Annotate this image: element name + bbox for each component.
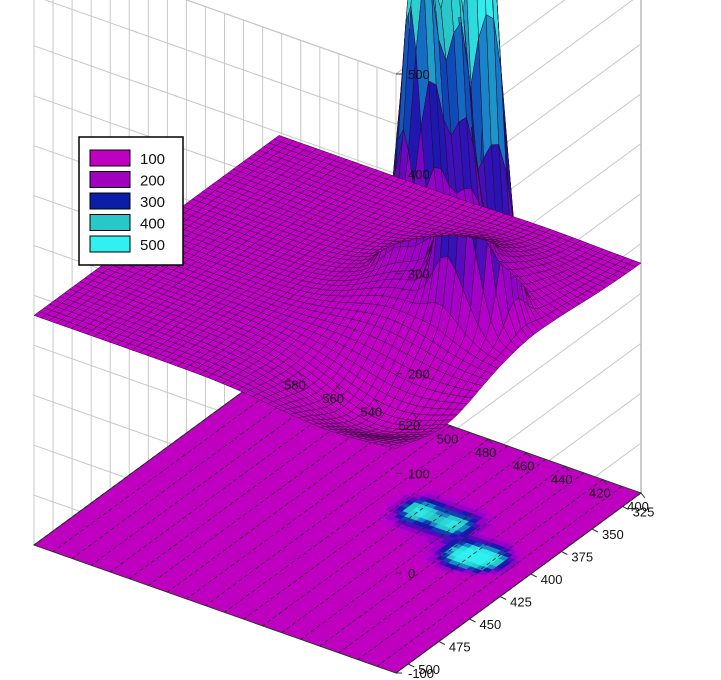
x-tick-mark — [526, 452, 532, 458]
x-tick-label: 500 — [437, 432, 459, 447]
y-tick-label: 350 — [602, 527, 624, 542]
x-tick-label: 400 — [627, 499, 649, 514]
y-tick-mark — [622, 506, 629, 510]
floor-cell — [405, 491, 418, 498]
y-tick-mark — [499, 596, 507, 600]
floor-cell — [426, 489, 438, 496]
x-tick-label: 520 — [399, 418, 421, 433]
legend-label: 400 — [140, 216, 165, 233]
z-tick-label: 500 — [408, 67, 430, 82]
y-tick-mark — [530, 573, 537, 578]
x-tick-mark — [602, 479, 608, 485]
x-tick-mark — [450, 425, 455, 431]
z-tick-label: -100 — [408, 666, 434, 680]
x-tick-mark — [335, 384, 341, 391]
x-tick-mark — [488, 438, 493, 445]
x-tick-label: 560 — [322, 391, 344, 406]
y-tick-mark — [438, 641, 446, 645]
x-tick-label: 580 — [284, 378, 306, 393]
legend-label: 300 — [140, 194, 165, 211]
x-tick-label: 440 — [551, 472, 573, 487]
legend-label: 500 — [140, 237, 165, 254]
legend-swatch — [89, 149, 131, 167]
y-tick-label: 325 — [633, 505, 655, 520]
y-tick-label: 375 — [571, 550, 593, 565]
z-tick-label: 300 — [408, 267, 430, 282]
floor-gridline — [395, 492, 642, 674]
y-tick-label: 450 — [480, 617, 502, 632]
surface-cell — [627, 260, 642, 268]
legend-label: 100 — [140, 151, 165, 168]
y-tick-mark — [408, 663, 415, 668]
y-tick-label: 400 — [541, 572, 563, 587]
x-tick-label: 420 — [589, 486, 611, 501]
x-tick-label: 460 — [513, 459, 535, 474]
floor-gridline — [52, 371, 299, 553]
y-tick-label: 475 — [449, 640, 471, 655]
floor-gridline — [319, 465, 566, 647]
floor-cell — [416, 490, 428, 497]
floor-gridline — [33, 364, 280, 546]
y-tick-mark — [469, 618, 476, 623]
z-tick-label: 400 — [408, 167, 430, 182]
x-tick-mark — [411, 411, 417, 418]
floor-gridline — [300, 458, 546, 640]
legend-label: 200 — [140, 173, 165, 190]
floor-gridline — [186, 418, 432, 600]
y-tick-label: 500 — [418, 662, 440, 677]
x-tick-label: 480 — [475, 445, 497, 460]
axes: -100 0 100 200 300 400 500 400 420 440 460 480 500 52… — [284, 67, 654, 680]
z-tick-label: 0 — [408, 566, 415, 581]
x-tick-label: 540 — [360, 405, 382, 420]
floor-gridline — [281, 452, 527, 633]
floor-gridline — [357, 479, 604, 660]
y-tick-label: 425 — [510, 595, 532, 610]
legend-swatch — [89, 171, 131, 188]
x-tick-mark — [564, 465, 570, 472]
legend-swatch — [89, 214, 131, 231]
surface-mesh — [33, 0, 642, 449]
floor-gridline — [262, 445, 508, 627]
z-tick-label: 200 — [408, 367, 430, 382]
floor-gridline — [224, 432, 470, 613]
floor-cell — [391, 495, 404, 501]
legend-swatch — [89, 235, 131, 253]
legend-swatch — [89, 192, 131, 210]
floor-gridline — [243, 438, 489, 620]
z-tick-label: 100 — [408, 466, 430, 481]
floor-gridline — [338, 472, 585, 654]
legend: 100 200 300 400 500 — [78, 136, 184, 266]
x-tick-mark — [297, 371, 303, 378]
x-tick-mark — [373, 398, 379, 404]
floor-gridline — [376, 485, 623, 667]
gridline — [44, 0, 566, 125]
floor-gridline — [205, 425, 451, 606]
floor-gridline — [71, 378, 318, 559]
x-tick-mark — [640, 492, 646, 499]
y-tick-mark — [561, 551, 568, 555]
y-tick-mark — [591, 528, 599, 533]
